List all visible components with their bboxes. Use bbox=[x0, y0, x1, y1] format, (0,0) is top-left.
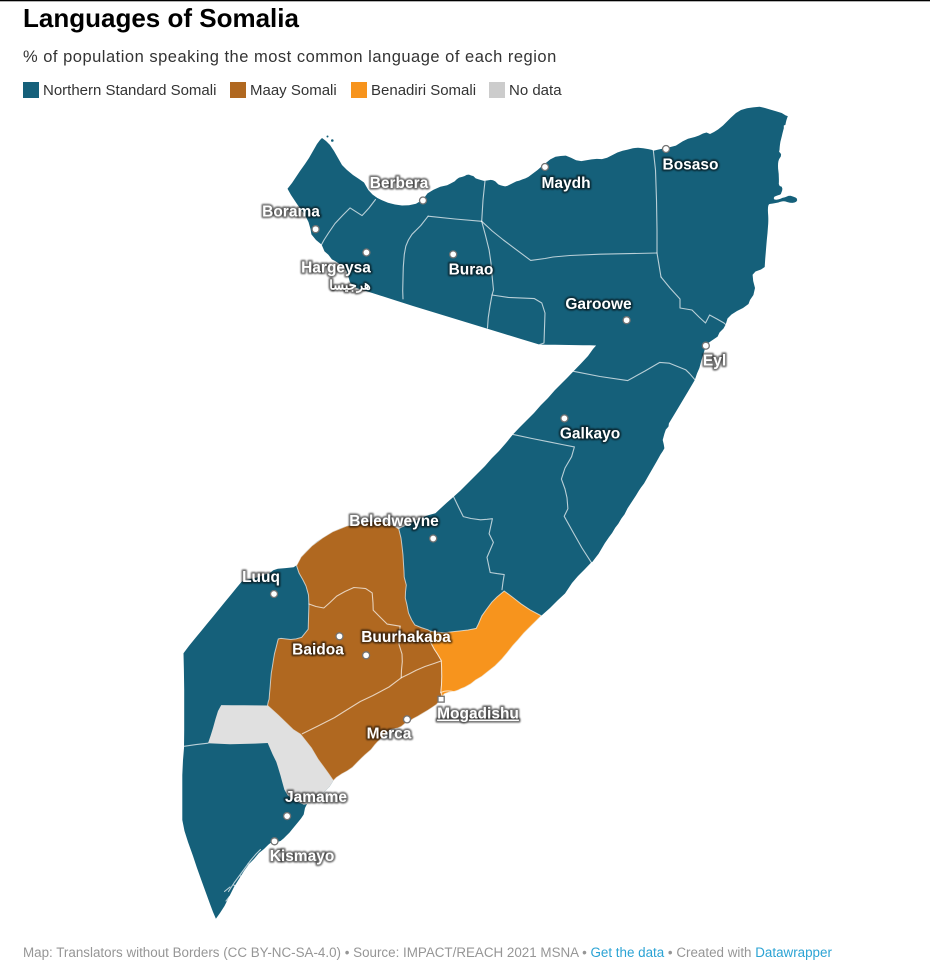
svg-text:Maydh: Maydh bbox=[541, 175, 590, 192]
svg-text:Garoowe: Garoowe bbox=[565, 296, 632, 313]
svg-text:Jamame: Jamame bbox=[285, 789, 347, 806]
svg-text:Jamame: Jamame bbox=[285, 789, 347, 806]
svg-text:Maydh: Maydh bbox=[541, 175, 590, 192]
svg-text:هرجيسا: هرجيسا bbox=[329, 278, 371, 294]
svg-text:Borama: Borama bbox=[262, 204, 320, 221]
svg-text:Berbera: Berbera bbox=[370, 175, 429, 192]
svg-text:Hargeysa: Hargeysa bbox=[301, 260, 371, 277]
svg-text:Eyl: Eyl bbox=[703, 353, 726, 370]
svg-text:Burao: Burao bbox=[449, 262, 494, 279]
svg-text:Northern Standard Somali: Northern Standard Somali bbox=[43, 82, 216, 99]
svg-text:Eyl: Eyl bbox=[703, 353, 726, 370]
svg-text:Map: Translators without Borde: Map: Translators without Borders (CC BY-… bbox=[23, 945, 832, 960]
svg-text:هرجيسا: هرجيسا bbox=[329, 278, 371, 294]
svg-text:Merca: Merca bbox=[367, 726, 412, 743]
svg-text:Benadiri Somali: Benadiri Somali bbox=[371, 82, 476, 99]
svg-text:Galkayo: Galkayo bbox=[560, 426, 620, 443]
svg-text:Buurhakaba: Buurhakaba bbox=[361, 629, 451, 646]
svg-text:Bosaso: Bosaso bbox=[663, 157, 719, 174]
svg-text:Garoowe: Garoowe bbox=[565, 296, 632, 313]
svg-text:Mogadishu: Mogadishu bbox=[437, 706, 519, 723]
svg-text:% of population speaking the m: % of population speaking the most common… bbox=[23, 48, 557, 66]
svg-text:Merca: Merca bbox=[367, 726, 412, 743]
svg-text:Kismayo: Kismayo bbox=[270, 848, 335, 865]
svg-text:Baidoa: Baidoa bbox=[292, 642, 344, 659]
svg-text:Baidoa: Baidoa bbox=[292, 642, 344, 659]
svg-text:Berbera: Berbera bbox=[370, 175, 429, 192]
svg-text:Beledweyne: Beledweyne bbox=[349, 513, 439, 530]
svg-text:Hargeysa: Hargeysa bbox=[301, 260, 371, 277]
svg-text:Borama: Borama bbox=[262, 204, 320, 221]
svg-text:Beledweyne: Beledweyne bbox=[349, 513, 439, 530]
svg-text:Languages of Somalia: Languages of Somalia bbox=[23, 3, 299, 33]
svg-text:Burao: Burao bbox=[449, 262, 494, 279]
svg-text:Buurhakaba: Buurhakaba bbox=[361, 629, 451, 646]
svg-text:Kismayo: Kismayo bbox=[270, 848, 335, 865]
svg-text:Bosaso: Bosaso bbox=[663, 157, 719, 174]
svg-text:Luuq: Luuq bbox=[242, 569, 280, 586]
svg-text:No data: No data bbox=[509, 82, 562, 99]
svg-text:Maay Somali: Maay Somali bbox=[250, 82, 337, 99]
svg-text:Galkayo: Galkayo bbox=[560, 426, 620, 443]
svg-text:Luuq: Luuq bbox=[242, 569, 280, 586]
svg-text:Mogadishu: Mogadishu bbox=[437, 706, 519, 723]
